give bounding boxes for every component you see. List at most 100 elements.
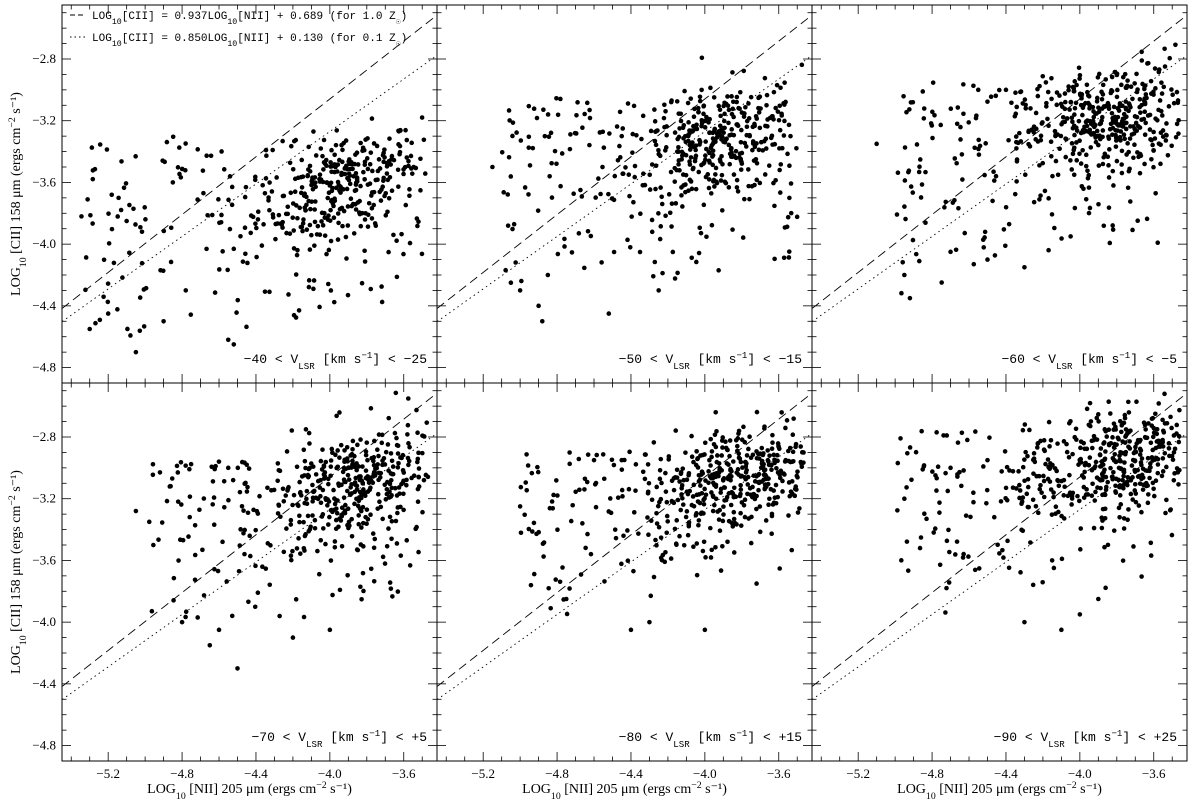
- data-point: [1087, 127, 1093, 133]
- data-point: [1010, 485, 1016, 490]
- data-point: [1156, 401, 1162, 406]
- data-point: [305, 173, 310, 179]
- data-point: [242, 194, 248, 200]
- data-point: [1149, 156, 1154, 162]
- data-point: [105, 311, 111, 316]
- data-point: [405, 422, 411, 428]
- data-point: [201, 190, 206, 196]
- data-point: [1109, 111, 1115, 116]
- data-point: [961, 82, 966, 87]
- data-point: [782, 459, 788, 464]
- data-point: [1128, 104, 1133, 110]
- data-point: [777, 472, 782, 478]
- data-point: [244, 324, 249, 330]
- data-point: [399, 231, 404, 237]
- data-point: [398, 553, 404, 558]
- data-point: [555, 493, 560, 498]
- data-point: [787, 195, 792, 201]
- data-point: [1171, 100, 1177, 106]
- data-point: [1104, 434, 1110, 439]
- data-point: [904, 485, 909, 490]
- data-point: [1122, 460, 1127, 465]
- data-point: [1098, 446, 1104, 451]
- data-point: [304, 488, 310, 494]
- x-tick-label: −4.0: [693, 766, 717, 781]
- data-point: [326, 481, 331, 487]
- data-point: [302, 473, 307, 478]
- data-point: [335, 211, 341, 216]
- data-point: [1115, 105, 1121, 111]
- data-point: [171, 575, 177, 581]
- data-point: [307, 465, 312, 471]
- data-point: [686, 138, 691, 144]
- data-point: [401, 251, 406, 257]
- data-point: [1156, 69, 1162, 75]
- data-point: [713, 496, 719, 502]
- data-point: [1164, 121, 1169, 126]
- data-point: [255, 590, 261, 596]
- x-tick-label: −5.2: [471, 766, 495, 781]
- data-point: [680, 125, 686, 131]
- data-point: [219, 212, 224, 218]
- data-point: [671, 487, 677, 493]
- data-point: [608, 510, 614, 516]
- data-point: [1037, 163, 1042, 168]
- data-point: [735, 436, 741, 441]
- data-point: [754, 506, 759, 512]
- data-point: [187, 514, 193, 520]
- data-point: [793, 444, 798, 450]
- data-point: [401, 167, 406, 172]
- data-point: [694, 449, 699, 454]
- data-point: [416, 474, 422, 480]
- data-point: [759, 445, 765, 451]
- data-point: [684, 489, 690, 494]
- data-point: [405, 455, 411, 461]
- data-point: [1085, 118, 1090, 123]
- data-point: [733, 494, 739, 500]
- data-point: [382, 482, 388, 488]
- data-point: [320, 223, 326, 228]
- data-point: [318, 537, 324, 543]
- data-point: [740, 235, 746, 240]
- data-point: [286, 292, 291, 297]
- data-point: [164, 139, 170, 145]
- data-point: [582, 487, 587, 492]
- data-point: [415, 499, 421, 505]
- data-point: [315, 548, 320, 554]
- data-point: [701, 202, 707, 208]
- data-point: [1062, 99, 1068, 105]
- data-point: [352, 453, 357, 459]
- data-point: [1070, 151, 1076, 157]
- data-point: [681, 542, 687, 548]
- data-point: [798, 444, 803, 449]
- data-point: [669, 98, 674, 103]
- data-point: [991, 178, 997, 183]
- data-point: [617, 143, 622, 149]
- data-point: [782, 118, 787, 124]
- data-point: [542, 133, 548, 139]
- data-point: [959, 152, 965, 157]
- data-point: [226, 497, 231, 503]
- data-point: [204, 246, 209, 252]
- data-point: [1074, 128, 1080, 133]
- data-point: [794, 145, 799, 151]
- data-point: [1079, 184, 1085, 189]
- data-point: [531, 106, 537, 112]
- data-point: [658, 555, 664, 561]
- data-point: [549, 499, 555, 504]
- data-point: [299, 224, 305, 230]
- data-point: [729, 490, 734, 495]
- data-point: [1110, 435, 1115, 440]
- data-point: [656, 211, 661, 216]
- data-point: [1100, 492, 1105, 498]
- data-point: [649, 162, 655, 167]
- data-point: [312, 219, 318, 225]
- panel-range-label: −90 < VLSR [km s−1] < +25: [994, 728, 1177, 750]
- data-point: [1147, 475, 1152, 481]
- data-point: [1129, 463, 1135, 468]
- data-point: [750, 484, 755, 490]
- data-point: [996, 87, 1002, 93]
- data-point: [663, 213, 668, 219]
- data-point: [349, 203, 354, 209]
- data-point: [415, 430, 420, 435]
